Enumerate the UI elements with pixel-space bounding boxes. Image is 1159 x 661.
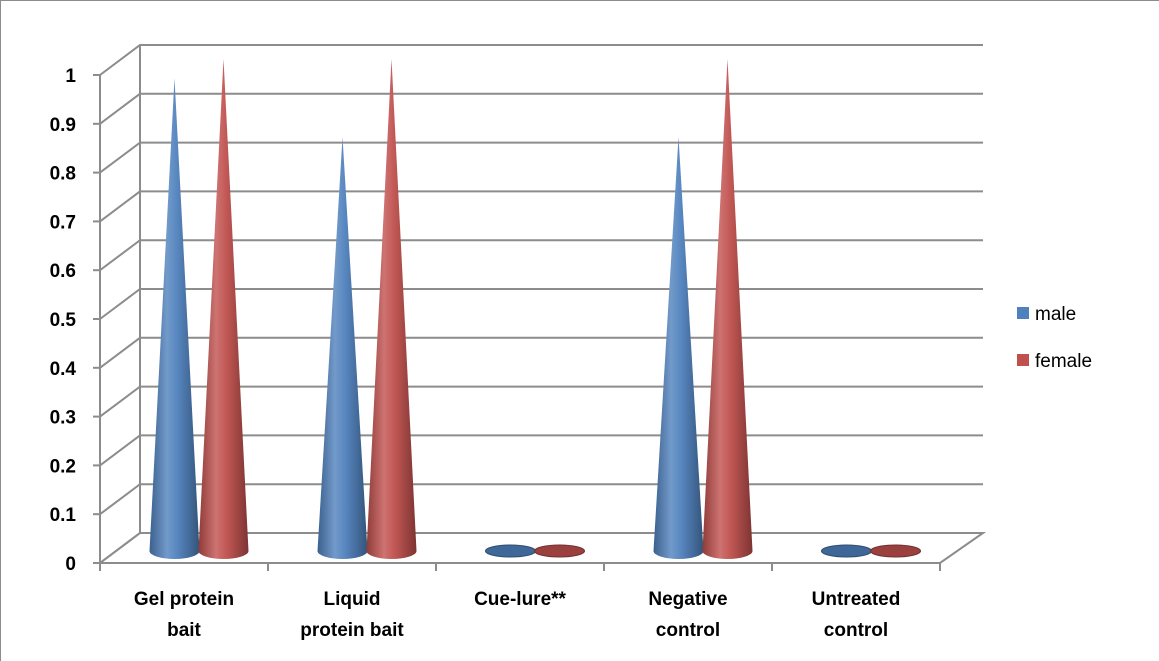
cone-body [149,78,200,560]
y-axis-ticks: 0 0.1 0.2 0.3 0.4 0.5 0.6 0.7 0.8 0.9 1 [50,66,100,575]
cone-male [317,137,368,559]
x-tick-label: Untreated control [812,589,901,641]
gridline [99,336,983,369]
gridline [99,483,983,515]
x-tick-label: Liquid protein bait [300,589,404,641]
gridline [99,434,983,467]
y-tick-label: 0.9 [50,115,76,136]
cone-body [317,137,368,559]
cone-base [821,544,872,558]
cone-female [870,544,921,558]
cone-female [534,544,585,558]
y-tick-label: 0.1 [50,505,77,526]
x-tick-label: Gel protein bait [134,589,234,641]
cone-base [485,544,536,558]
cone-female [198,59,249,559]
y-tick-label: 0.3 [50,408,76,429]
y-tick-label: 0.7 [50,212,76,233]
cone-male [485,544,536,558]
cone-body [702,59,753,559]
y-tick-label: 0.6 [50,261,76,282]
y-tick-label: 0.4 [50,359,77,380]
cone-male [821,544,872,558]
gridline [99,385,983,418]
gridline [99,190,983,223]
cone-body [198,59,249,559]
y-tick-label: 0.8 [50,164,76,185]
gridline [99,239,983,271]
legend-swatch [1017,354,1029,366]
gridline [99,44,983,76]
legend: male female [1017,304,1092,372]
cone-female [702,59,753,559]
cone-body [653,137,704,559]
legend-swatch [1017,307,1029,319]
cone-female [366,59,417,559]
gridline [99,288,983,320]
cone-male [653,137,704,559]
x-axis: Gel protein bait Liquid protein bait Cue-lur… [99,563,941,641]
legend-label: female [1035,351,1092,372]
y-tick-label: 0.5 [50,310,77,331]
cone-body [366,59,417,559]
cone-base [534,544,585,558]
gridline [99,141,983,174]
x-tick-label: Negative control [648,589,727,641]
cone-male [149,78,200,560]
x-tick-label: Cue-lure** [474,589,566,610]
cone-base [870,544,921,558]
y-tick-label: 0.2 [50,456,76,477]
gridline [99,92,983,125]
y-tick-label: 0 [65,554,76,575]
legend-label: male [1035,304,1076,325]
y-tick-label: 1 [65,66,76,87]
plot-area [149,59,921,560]
